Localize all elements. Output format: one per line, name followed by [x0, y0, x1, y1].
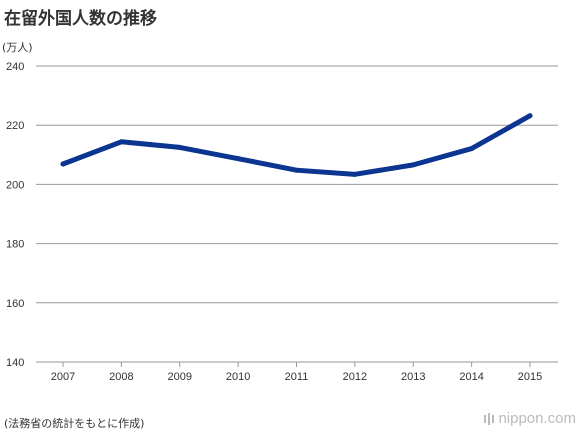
x-tick-label-2008: 2008 [109, 371, 133, 383]
y-tick-label-200: 200 [6, 179, 24, 191]
data-point-2012 [352, 171, 358, 177]
data-point-2009 [177, 144, 183, 150]
x-tick-label-2010: 2010 [226, 371, 250, 383]
x-tick-label-2009: 2009 [168, 371, 192, 383]
gridlines [36, 65, 558, 363]
x-tick-label-2015: 2015 [518, 371, 542, 383]
data-point-2014 [469, 146, 475, 152]
y-axis-ticks: 140 160 180 200 220 240 [6, 61, 24, 369]
y-tick-label-220: 220 [6, 120, 24, 132]
y-tick-label-180: 180 [6, 239, 24, 251]
y-axis-unit-label: (万人) [2, 41, 33, 54]
y-tick-label-240: 240 [6, 61, 24, 73]
y-tick-label-160: 160 [6, 298, 24, 310]
x-tick-label-2012: 2012 [343, 371, 367, 383]
x-axis-ticks: 2007 2008 2009 2010 2011 2012 2013 2014 2015 [51, 362, 542, 383]
y-tick-label-140: 140 [6, 357, 24, 369]
brand-logo: nippon.com [484, 410, 576, 427]
data-point-2013 [410, 162, 416, 168]
chart-title: 在留外国人数の推移 [4, 9, 157, 29]
data-point-2008 [118, 139, 124, 145]
data-point-2010 [235, 156, 241, 162]
brand-text: nippon.com [498, 410, 576, 427]
x-tick-label-2007: 2007 [51, 371, 75, 383]
x-tick-label-2011: 2011 [285, 371, 309, 383]
x-tick-label-2013: 2013 [401, 371, 425, 383]
x-tick-label-2014: 2014 [459, 371, 483, 383]
data-point-2007 [60, 161, 66, 167]
data-point-2011 [294, 167, 299, 173]
source-note: (法務省の統計をもとに作成) [4, 417, 145, 430]
data-point-2015 [527, 113, 533, 119]
series-layer [60, 113, 533, 177]
brand-mark-icon [484, 412, 495, 426]
series-line-0 [60, 113, 533, 177]
